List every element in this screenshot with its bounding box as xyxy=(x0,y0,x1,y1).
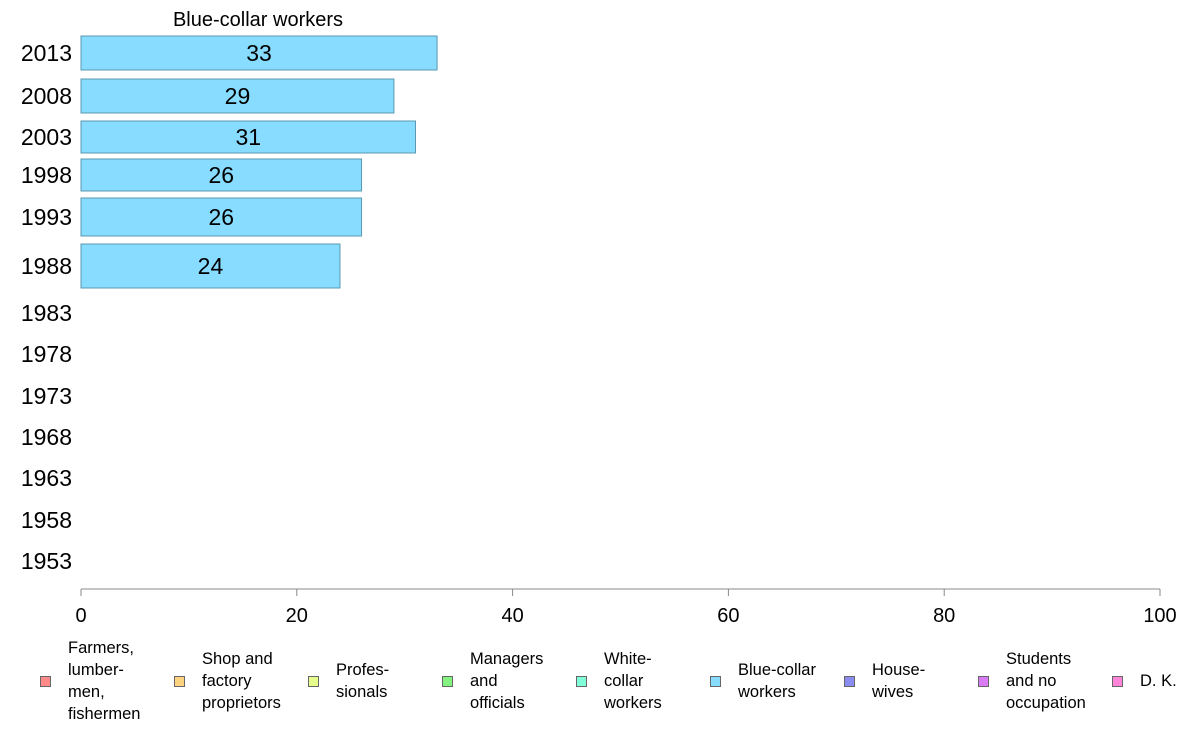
y-tick-label-1978: 1978 xyxy=(21,341,72,367)
x-tick-label-0: 0 xyxy=(75,605,86,627)
bar-2003 xyxy=(80,120,416,154)
legend-item-0: Farmers, lumber- men, fishermen xyxy=(40,639,141,723)
legend-swatch xyxy=(576,675,587,687)
legend-swatch xyxy=(442,675,453,687)
legend-label: House- wives xyxy=(872,661,926,701)
x-tick-label-80: 80 xyxy=(933,605,955,627)
bar-value-label-2013: 33 xyxy=(246,40,272,66)
legend-swatch xyxy=(40,675,51,687)
y-tick-label-2008: 2008 xyxy=(21,83,72,109)
y-tick-label-1958: 1958 xyxy=(21,507,72,533)
bar-2013 xyxy=(80,35,438,71)
y-tick-label-1968: 1968 xyxy=(21,424,72,450)
legend-swatch xyxy=(174,675,185,687)
legend-item-3: Managers and officials xyxy=(442,640,543,722)
x-tick-label-100: 100 xyxy=(1143,605,1176,627)
legend-label: Students and no occupation xyxy=(1006,650,1086,712)
legend-label: White- collar workers xyxy=(604,650,662,712)
y-tick-label-2013: 2013 xyxy=(21,40,72,66)
legend-item-1: Shop and factory proprietors xyxy=(174,640,281,722)
legend-item-7: Students and no occupation xyxy=(978,640,1086,722)
y-tick-label-1983: 1983 xyxy=(21,300,72,326)
x-tick-label-60: 60 xyxy=(717,605,739,627)
y-tick-label-1953: 1953 xyxy=(21,548,72,574)
legend-item-4: White- collar workers xyxy=(576,640,662,722)
legend: Farmers, lumber- men, fishermen Shop and … xyxy=(0,639,1188,736)
legend-swatch xyxy=(978,675,989,687)
bar-1998 xyxy=(80,158,363,192)
bar-value-label-2008: 29 xyxy=(225,83,251,109)
bar-2008 xyxy=(80,78,395,114)
legend-item-6: House- wives xyxy=(844,640,925,722)
bar-value-label-1988: 24 xyxy=(198,253,224,279)
y-tick-label-1998: 1998 xyxy=(21,162,72,188)
bar-value-label-2003: 31 xyxy=(235,124,261,150)
y-axis-labels: 2013 2008 2003 1998 1993 1988 1983 1978 1973 1968… xyxy=(21,40,72,574)
legend-item-2: Profes- sionals xyxy=(308,640,389,722)
bar-value-label-1998: 26 xyxy=(208,162,234,188)
legend-label: Farmers, lumber- men, fishermen xyxy=(68,639,141,723)
legend-item-5: Blue-collar workers xyxy=(710,640,816,722)
x-axis: 0 20 40 60 80 100 xyxy=(75,588,1177,627)
bar-value-label-1993: 26 xyxy=(208,204,234,230)
legend-label: Shop and factory proprietors xyxy=(202,650,281,712)
legend-item-8: D. K. xyxy=(1112,640,1177,722)
legend-label: Managers and officials xyxy=(470,650,544,712)
y-tick-label-2003: 2003 xyxy=(21,124,72,150)
y-tick-label-1988: 1988 xyxy=(21,253,72,279)
chart-title: Blue-collar workers xyxy=(173,9,343,31)
legend-label: D. K. xyxy=(1140,672,1177,690)
legend-swatch xyxy=(1112,675,1123,687)
bar-1988 xyxy=(80,243,341,289)
legend-swatch xyxy=(710,675,721,687)
legend-swatch xyxy=(308,675,319,687)
y-tick-label-1993: 1993 xyxy=(21,204,72,230)
y-tick-label-1963: 1963 xyxy=(21,465,72,491)
x-tick-label-20: 20 xyxy=(286,605,308,627)
y-tick-label-1973: 1973 xyxy=(21,383,72,409)
legend-label: Blue-collar workers xyxy=(738,661,816,701)
bar-1993 xyxy=(80,197,363,237)
x-tick-label-40: 40 xyxy=(501,605,523,627)
legend-label: Profes- sionals xyxy=(336,661,390,701)
legend-swatch xyxy=(844,675,855,687)
